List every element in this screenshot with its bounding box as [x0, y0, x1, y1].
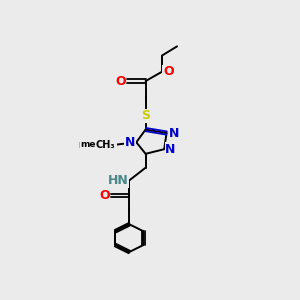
- Text: N: N: [125, 136, 135, 149]
- Text: methyl: methyl: [80, 140, 116, 149]
- Text: O: O: [115, 74, 126, 88]
- Text: O: O: [163, 65, 174, 78]
- Text: O: O: [99, 189, 110, 202]
- Text: CH₃: CH₃: [96, 140, 116, 150]
- Text: N: N: [169, 127, 179, 140]
- Text: methyl: methyl: [78, 140, 117, 150]
- Text: S: S: [141, 109, 150, 122]
- Text: N: N: [165, 143, 176, 156]
- Text: HN: HN: [107, 174, 128, 187]
